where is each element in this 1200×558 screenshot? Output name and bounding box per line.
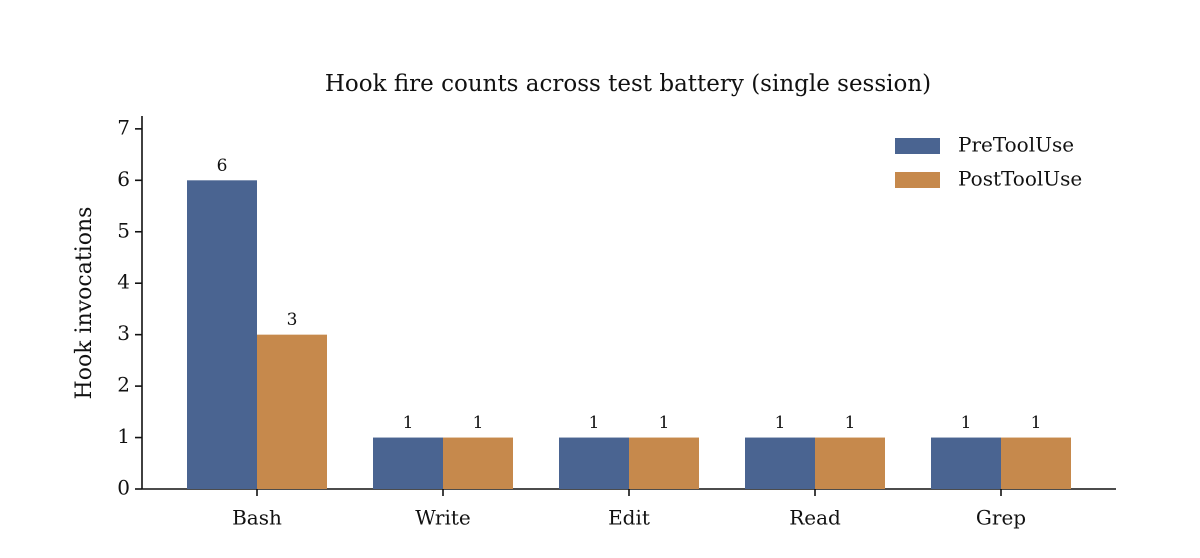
bar — [1001, 437, 1071, 489]
data-label: 1 — [659, 413, 670, 433]
legend-swatch — [895, 172, 940, 188]
bar — [745, 437, 815, 489]
bar — [373, 437, 443, 489]
data-label: 3 — [287, 310, 298, 330]
bar — [443, 437, 513, 489]
bar — [187, 180, 257, 489]
y-tick-label: 7 — [117, 115, 130, 139]
data-label: 1 — [1031, 413, 1042, 433]
legend-swatch — [895, 138, 940, 154]
x-tick-label: Bash — [232, 506, 282, 530]
y-tick-label: 6 — [117, 167, 130, 191]
bar — [257, 334, 327, 489]
legend-label: PreToolUse — [958, 133, 1074, 157]
x-tick-label: Read — [789, 506, 841, 530]
bar — [931, 437, 1001, 489]
y-tick-label: 0 — [117, 476, 130, 500]
data-label: 1 — [845, 413, 856, 433]
x-tick-label: Write — [415, 506, 471, 530]
bar — [559, 437, 629, 489]
y-axis-label: Hook invocations — [72, 207, 97, 400]
bar — [815, 437, 885, 489]
y-tick-label: 1 — [117, 424, 130, 448]
data-label: 1 — [473, 413, 484, 433]
data-label: 1 — [961, 413, 972, 433]
y-tick-label: 2 — [117, 373, 130, 397]
data-label: 6 — [217, 156, 228, 176]
data-label: 1 — [775, 413, 786, 433]
data-label: 1 — [403, 413, 414, 433]
legend-label: PostToolUse — [958, 167, 1082, 191]
data-label: 1 — [589, 413, 600, 433]
y-tick-label: 3 — [117, 321, 130, 345]
chart-title: Hook fire counts across test battery (si… — [325, 71, 931, 97]
x-tick-label: Grep — [976, 506, 1026, 530]
bar — [629, 437, 699, 489]
x-tick-label: Edit — [608, 506, 650, 530]
y-tick-label: 5 — [117, 218, 130, 242]
y-tick-label: 4 — [117, 270, 130, 294]
